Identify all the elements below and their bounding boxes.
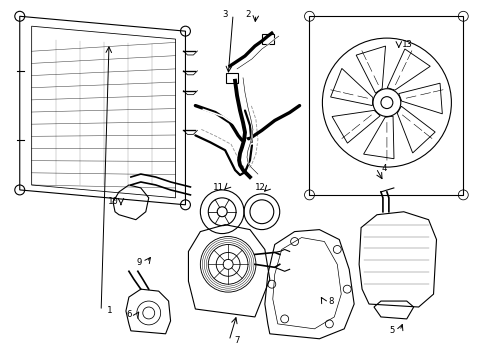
Text: 12: 12 bbox=[254, 184, 265, 193]
Text: 11: 11 bbox=[213, 184, 223, 193]
Text: 6: 6 bbox=[126, 310, 132, 319]
Text: 2: 2 bbox=[245, 10, 251, 19]
Text: 4: 4 bbox=[381, 163, 387, 172]
Text: 3: 3 bbox=[222, 10, 228, 19]
Text: 9: 9 bbox=[136, 258, 142, 267]
Text: 10: 10 bbox=[108, 197, 119, 206]
Text: 1: 1 bbox=[106, 306, 112, 315]
Text: 7: 7 bbox=[234, 336, 240, 345]
Text: 13: 13 bbox=[401, 40, 412, 49]
Text: 8: 8 bbox=[329, 297, 334, 306]
Text: 5: 5 bbox=[389, 326, 394, 335]
